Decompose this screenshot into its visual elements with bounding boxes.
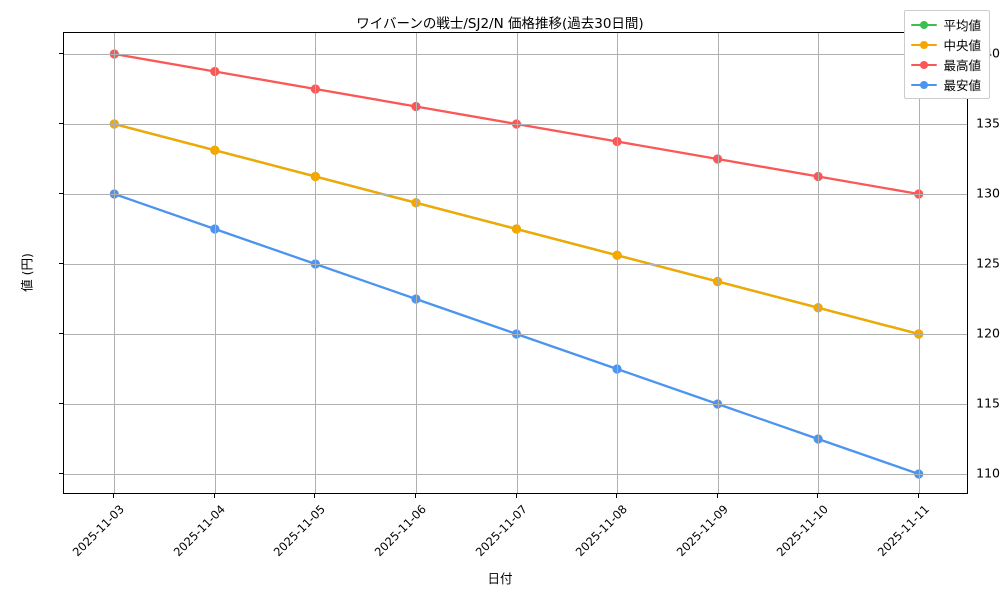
x-axis-tick-mark: [113, 494, 115, 498]
chart-title: ワイバーンの戦士/SJ2/N 価格推移(過去30日間): [356, 16, 644, 32]
legend-item-平均値[interactable]: 平均値: [911, 16, 981, 33]
plot-area: [63, 32, 968, 494]
x-axis-tick-mark: [917, 494, 919, 498]
x-axis-tick-mark: [515, 494, 517, 498]
y-axis-tick-mark: [59, 193, 63, 194]
y-gridline: [64, 404, 967, 405]
legend-item-最安値[interactable]: 最安値: [911, 76, 981, 93]
y-axis-tick-mark: [59, 53, 63, 54]
legend-swatch-icon: [911, 19, 938, 31]
y-gridline: [64, 474, 967, 475]
x-axis-tick-mark: [616, 494, 618, 498]
legend-label: 最安値: [943, 78, 981, 93]
y-gridline: [64, 124, 967, 125]
y-axis-tick-label: 120: [976, 325, 1000, 341]
x-gridline: [114, 33, 116, 493]
legend-swatch-icon: [911, 39, 938, 51]
data-point-marker: [511, 224, 522, 234]
y-gridline: [64, 264, 967, 265]
y-axis-tick-mark: [59, 333, 63, 334]
x-gridline: [214, 33, 216, 493]
y-axis-tick-mark: [59, 263, 63, 264]
y-gridline: [64, 334, 967, 335]
x-axis-tick-mark: [314, 494, 316, 498]
y-axis-tick-label: 135: [976, 115, 1000, 131]
legend-label: 最高値: [943, 58, 981, 73]
x-gridline: [415, 33, 417, 493]
y-gridline: [64, 54, 967, 55]
y-axis-tick-label: 115: [976, 395, 1000, 411]
x-gridline: [818, 33, 820, 493]
x-axis-tick-mark: [414, 494, 416, 498]
y-axis-tick-mark: [59, 123, 63, 124]
y-axis-tick-mark: [59, 403, 63, 404]
x-axis-tick-mark: [716, 494, 718, 498]
legend-item-中央値[interactable]: 中央値: [911, 36, 981, 53]
x-gridline: [717, 33, 719, 493]
x-gridline: [617, 33, 619, 493]
x-gridline: [516, 33, 518, 493]
legend-swatch-icon: [911, 79, 938, 91]
y-gridline: [64, 194, 967, 195]
legend-label: 平均値: [943, 18, 981, 33]
x-axis-tick-mark: [213, 494, 215, 498]
x-axis-tick-mark: [817, 494, 819, 498]
x-gridline: [315, 33, 317, 493]
y-axis-tick-label: 110: [976, 465, 1000, 481]
x-gridline: [918, 33, 920, 493]
legend-label: 中央値: [943, 38, 981, 53]
y-axis-tick-mark: [59, 473, 63, 474]
y-axis-tick-label: 125: [976, 255, 1000, 271]
y-axis-title: 値 (円): [19, 253, 35, 292]
y-axis-tick-label: 130: [976, 185, 1000, 201]
legend-item-最高値[interactable]: 最高値: [911, 56, 981, 73]
x-axis-title: 日付: [487, 571, 513, 586]
legend-swatch-icon: [911, 59, 938, 71]
chart-legend[interactable]: 平均値中央値最高値最安値: [904, 10, 990, 99]
